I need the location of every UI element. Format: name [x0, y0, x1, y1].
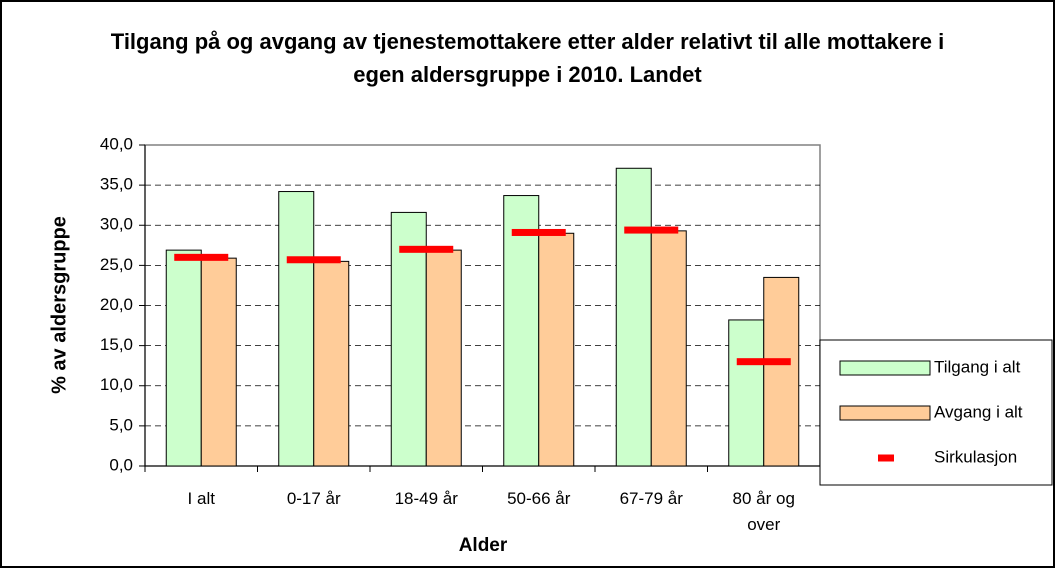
y-tick-label: 15,0	[100, 335, 133, 354]
marker	[174, 253, 229, 261]
bar	[200, 257, 237, 467]
bar	[503, 195, 540, 467]
legend-swatch	[839, 405, 931, 421]
legend-swatch	[878, 454, 894, 462]
y-tick-label: 30,0	[100, 215, 133, 234]
marker	[286, 256, 341, 264]
bar	[390, 211, 427, 467]
legend-swatch	[839, 360, 931, 376]
x-tick-label: 18-49 år	[394, 489, 458, 508]
x-tick-label: 0-17 år	[286, 489, 341, 508]
bar	[615, 167, 652, 467]
marker	[511, 228, 566, 236]
legend-label: Tilgang i alt	[934, 357, 1021, 376]
x-tick-label: I alt	[187, 489, 215, 508]
bar	[425, 249, 462, 467]
x-tick-label: 80 år og over	[732, 489, 795, 534]
legend-label: Avgang i alt	[934, 402, 1023, 421]
title-box: Tilgang på og avgang av tjenestemottaker…	[110, 29, 945, 87]
marker	[399, 245, 454, 253]
x-tick-label: 67-79 år	[619, 489, 683, 508]
marker	[736, 358, 791, 366]
y-tick-label: 40,0	[100, 134, 133, 153]
y-tick-label: 20,0	[100, 295, 133, 314]
x-axis-label: Alder	[459, 535, 508, 556]
y-tick-label: 25,0	[100, 255, 133, 274]
y-tick-label: 0,0	[109, 455, 133, 474]
chart-title: Tilgang på og avgang av tjenestemottaker…	[110, 29, 945, 87]
y-tick-label: 5,0	[109, 415, 133, 434]
bar	[728, 319, 765, 467]
y-axis-label: % av aldersgruppe	[48, 216, 70, 394]
y-tick-label: 10,0	[100, 375, 133, 394]
bar	[763, 276, 800, 467]
bar	[538, 232, 575, 467]
bar	[313, 260, 350, 467]
bar	[650, 230, 687, 467]
bar	[278, 191, 315, 467]
legend-label: Sirkulasjon	[934, 447, 1017, 466]
x-tick-label: 50-66 år	[507, 489, 571, 508]
y-tick-label: 35,0	[100, 175, 133, 194]
marker	[624, 226, 679, 234]
bar	[165, 249, 202, 467]
